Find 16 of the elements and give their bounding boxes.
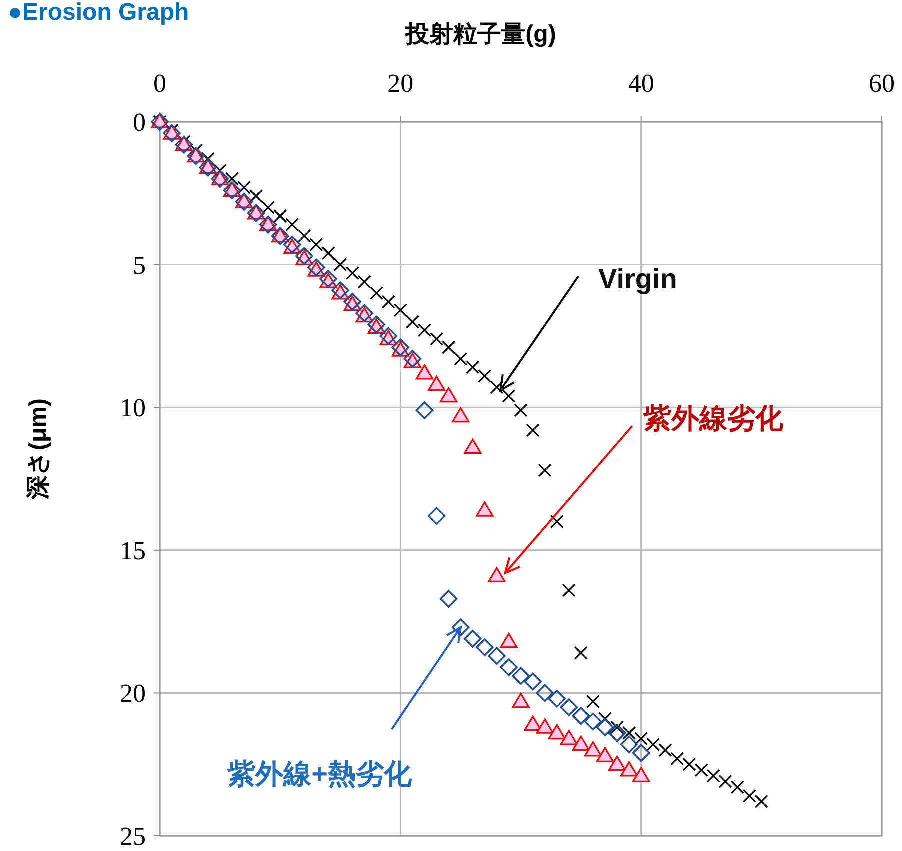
y-tick-label: 0 <box>133 108 146 137</box>
annotation: 紫外線+熱劣化 <box>226 758 414 790</box>
y-tick-label: 5 <box>133 250 146 280</box>
annotation: Virgin <box>598 263 678 294</box>
x-tick-label: 40 <box>628 69 654 98</box>
x-axis-title: 投射粒子量(g) <box>404 21 556 48</box>
y-tick-label: 10 <box>120 394 146 423</box>
chart-title: ●Erosion Graph <box>8 0 190 26</box>
x-tick-label: 60 <box>869 69 895 98</box>
y-tick-label: 15 <box>120 536 146 566</box>
y-axis-title: 深さ(μm) <box>25 398 52 501</box>
annotation: 紫外線劣化 <box>642 403 784 434</box>
y-tick-label: 25 <box>120 822 146 851</box>
x-tick-label: 20 <box>388 69 414 98</box>
x-tick-label: 0 <box>154 69 166 98</box>
y-tick-label: 20 <box>120 679 146 708</box>
